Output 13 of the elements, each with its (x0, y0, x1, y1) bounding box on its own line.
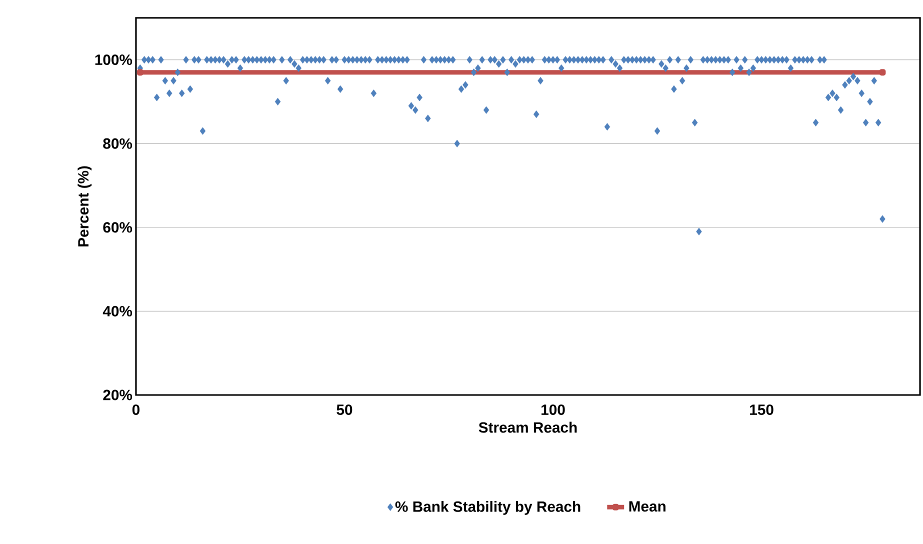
y-tick-label: 20% (103, 390, 132, 400)
legend-label: Mean (629, 501, 666, 512)
x-tick-label: 150 (750, 404, 774, 416)
y-axis-title: Percent (%) (78, 166, 92, 246)
x-tick-label: 50 (336, 404, 352, 416)
legend-label: % Bank Stability by Reach (395, 501, 580, 515)
y-tick-label: 60% (103, 222, 132, 233)
y-tick-label: 80% (103, 138, 132, 149)
x-tick-label: 100 (542, 404, 565, 416)
x-tick-label: 0 (132, 404, 140, 416)
y-tick-label: 40% (102, 306, 132, 317)
y-tick-label: 100% (95, 54, 132, 66)
x-axis-title: Stream Reach (478, 422, 577, 433)
